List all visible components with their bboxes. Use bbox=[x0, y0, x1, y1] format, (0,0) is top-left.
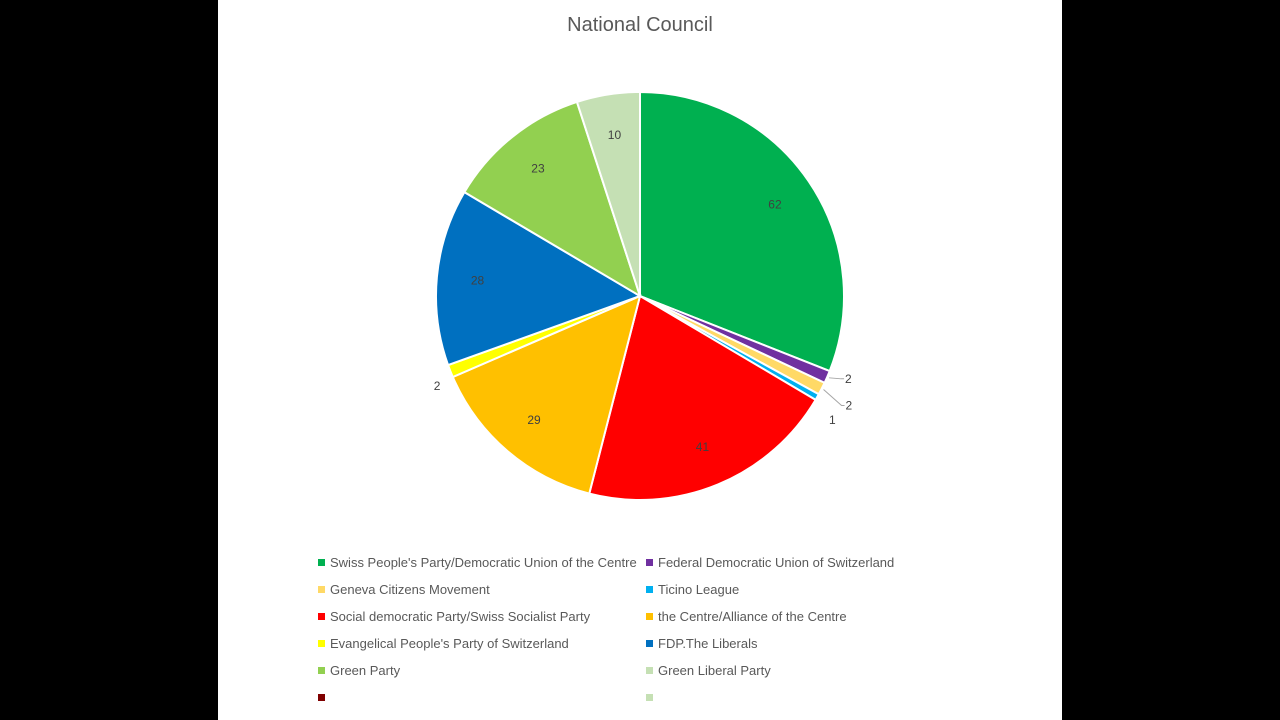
legend-swatch bbox=[646, 667, 653, 675]
legend-label: Swiss People's Party/Democratic Union of… bbox=[330, 555, 637, 570]
pie-slice-fdp-the-liberals bbox=[435, 190, 643, 367]
legend-item bbox=[646, 684, 658, 711]
data-label: 2 bbox=[846, 399, 853, 413]
pie-slice-green-liberal-party bbox=[575, 90, 641, 297]
pie-slice-green-party bbox=[463, 100, 642, 299]
pie-slice-the-centre-alliance-of-the-centre bbox=[451, 294, 642, 495]
chart-title: National Council bbox=[567, 14, 713, 36]
legend-label: Geneva Citizens Movement bbox=[330, 582, 490, 597]
legend-swatch bbox=[646, 559, 653, 567]
legend-label: Ticino League bbox=[658, 582, 740, 597]
data-label: 23 bbox=[531, 162, 545, 176]
legend-item: the Centre/Alliance of the Centre bbox=[646, 603, 847, 630]
legend-swatch bbox=[646, 694, 653, 702]
legend-item: Ticino League bbox=[646, 576, 739, 603]
legend-swatch bbox=[318, 667, 325, 675]
legend-swatch bbox=[646, 613, 653, 621]
legend-label: Green Liberal Party bbox=[658, 663, 771, 678]
legend-label: Evangelical People's Party of Switzerlan… bbox=[330, 636, 569, 651]
data-label: 29 bbox=[527, 413, 541, 427]
legend-label: FDP.The Liberals bbox=[658, 636, 758, 651]
legend-swatch bbox=[646, 586, 653, 594]
data-label: 41 bbox=[696, 440, 710, 454]
pie-slice-swiss-people-s-party-democratic-union-of-the-centre bbox=[639, 90, 845, 373]
legend-label: Green Party bbox=[330, 663, 401, 678]
data-label: 1 bbox=[829, 413, 836, 427]
legend-item: Geneva Citizens Movement bbox=[318, 576, 490, 603]
data-label: 2 bbox=[845, 372, 852, 386]
legend-swatch bbox=[318, 613, 325, 621]
data-label: 28 bbox=[471, 274, 485, 288]
legend-item: Evangelical People's Party of Switzerlan… bbox=[318, 630, 569, 657]
legend-item: Social democratic Party/Swiss Socialist … bbox=[318, 603, 590, 630]
legend-swatch bbox=[646, 640, 653, 648]
legend-item: Federal Democratic Union of Switzerland bbox=[646, 549, 894, 576]
leader-line bbox=[823, 389, 845, 407]
legend-label: the Centre/Alliance of the Centre bbox=[658, 609, 847, 624]
legend-item: Green Party bbox=[318, 657, 400, 684]
data-label: 2 bbox=[434, 379, 441, 393]
legend-swatch bbox=[318, 694, 325, 702]
legend-swatch bbox=[318, 559, 325, 567]
chart-area: National Council 62 41 29 28 23 10 2 2 1 2 Swiss … bbox=[218, 0, 1062, 720]
legend-item: FDP.The Liberals bbox=[646, 630, 757, 657]
legend-item: Swiss People's Party/Democratic Union of… bbox=[318, 549, 637, 576]
legend-item: Green Liberal Party bbox=[646, 657, 771, 684]
pie-slice-social-democratic-party-swiss-socialist-party bbox=[588, 294, 817, 501]
data-label: 10 bbox=[608, 128, 622, 142]
legend-swatch bbox=[318, 586, 325, 594]
leader-line bbox=[829, 377, 845, 380]
data-label: 62 bbox=[768, 197, 782, 211]
legend-label: Federal Democratic Union of Switzerland bbox=[658, 555, 895, 570]
legend-swatch bbox=[318, 640, 325, 648]
legend-item bbox=[318, 684, 330, 711]
legend-label: Social democratic Party/Swiss Socialist … bbox=[330, 609, 591, 624]
